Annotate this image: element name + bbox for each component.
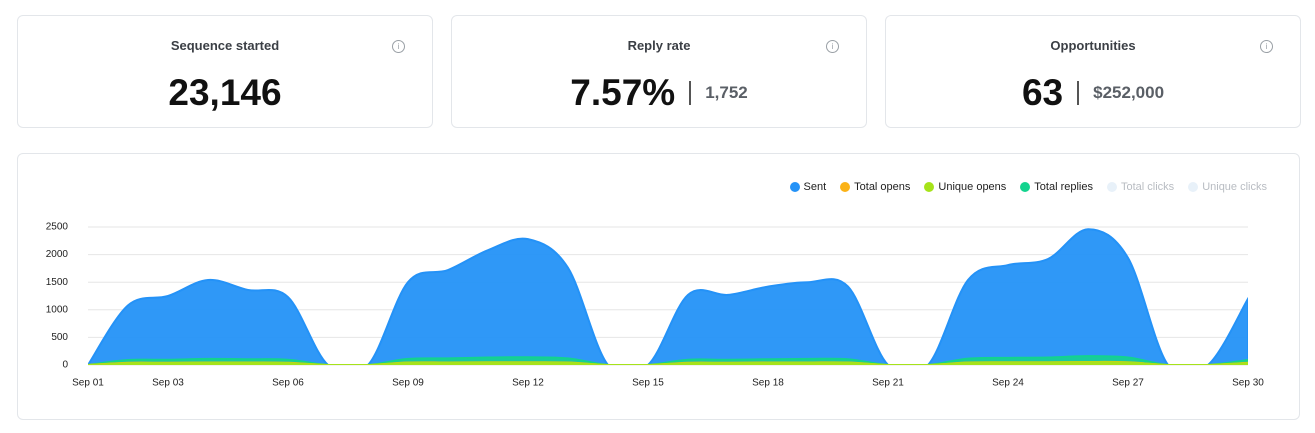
x-tick-label: Sep 01 — [72, 378, 104, 389]
legend-item[interactable]: Unique opens — [924, 181, 1006, 193]
legend-item[interactable]: Total opens — [840, 181, 910, 193]
legend-label: Total replies — [1034, 181, 1093, 193]
x-tick-label: Sep 15 — [632, 378, 664, 389]
legend-label: Unique opens — [938, 181, 1007, 193]
card-value: 23,146 — [168, 72, 282, 113]
x-tick-label: Sep 03 — [152, 378, 184, 389]
x-tick-label: Sep 27 — [1112, 378, 1144, 389]
legend-swatch — [1188, 182, 1199, 192]
legend-swatch — [840, 182, 851, 192]
y-tick-label: 0 — [62, 360, 68, 371]
card-secondary: $252,000 — [1093, 83, 1165, 102]
card-title: Reply rate — [627, 38, 691, 53]
y-tick-label: 1000 — [46, 304, 69, 315]
separator — [1077, 81, 1080, 105]
card-value: 7.57% — [570, 72, 676, 113]
kpi-card: Sequence started i 23,146 — [17, 15, 433, 128]
legend-label: Unique clicks — [1202, 181, 1267, 193]
kpi-card: Opportunities i 63 $252,000 — [885, 15, 1301, 128]
y-tick-label: 2000 — [46, 249, 69, 260]
x-tick-label: Sep 09 — [392, 378, 424, 389]
legend-item[interactable]: Total replies — [1020, 181, 1093, 193]
card-title: Sequence started — [170, 38, 280, 53]
kpi-card: Reply rate i 7.57% 1,752 — [451, 15, 867, 128]
x-tick-label: Sep 24 — [992, 378, 1024, 389]
x-tick-label: Sep 18 — [752, 378, 784, 389]
card-title: Opportunities — [1050, 38, 1136, 53]
series-area — [88, 361, 1248, 365]
info-icon[interactable]: i — [1260, 40, 1273, 53]
legend-label: Sent — [803, 181, 827, 193]
card-secondary: 1,752 — [705, 83, 748, 102]
series-area — [88, 228, 1248, 365]
legend-swatch — [924, 182, 935, 192]
legend-swatch — [1107, 182, 1117, 192]
x-tick-label: Sep 12 — [512, 378, 544, 389]
legend-item[interactable]: Unique clicks — [1188, 181, 1267, 193]
legend-label: Total opens — [854, 181, 911, 193]
x-tick-label: Sep 21 — [872, 378, 904, 389]
y-tick-label: 1500 — [46, 277, 69, 288]
legend-label: Total clicks — [1121, 181, 1175, 193]
chart-card — [17, 153, 1300, 420]
x-tick-label: Sep 30 — [1232, 378, 1264, 389]
legend-item[interactable]: Sent — [789, 181, 827, 193]
legend-swatch — [789, 182, 800, 192]
legend-swatch — [1020, 182, 1031, 192]
separator — [689, 81, 692, 105]
legend-item[interactable]: Total clicks — [1107, 181, 1174, 193]
y-tick-label: 2500 — [46, 222, 69, 233]
legend: Sent Total opens Unique opens Total replies… — [789, 181, 1267, 193]
info-icon[interactable]: i — [392, 40, 405, 53]
info-icon[interactable]: i — [826, 40, 839, 53]
card-value: 63 — [1021, 72, 1064, 113]
y-tick-label: 500 — [51, 332, 68, 343]
x-tick-label: Sep 06 — [272, 378, 304, 389]
